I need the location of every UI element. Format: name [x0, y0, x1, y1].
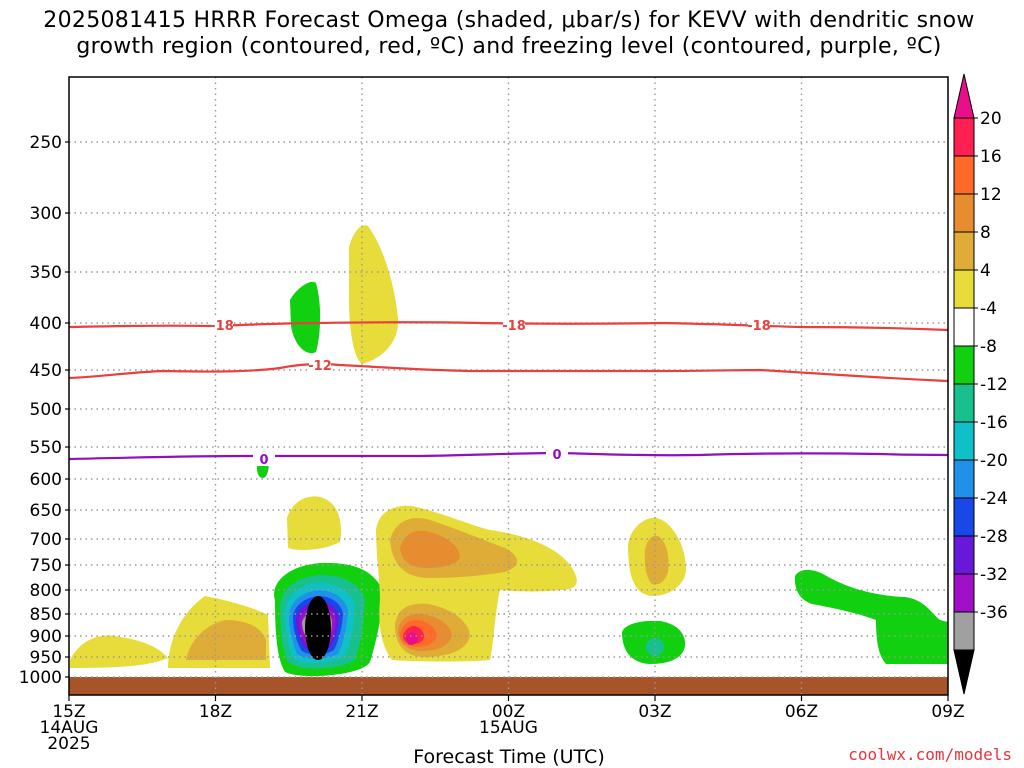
x-tick-label: 09Z	[931, 702, 964, 722]
omega-core	[305, 596, 331, 660]
colorbar-swatch	[953, 535, 975, 575]
colorbar-swatch	[953, 231, 975, 271]
y-tick-label: 750	[30, 556, 62, 576]
y-tick-label: 400	[30, 314, 62, 334]
colorbar-swatch	[953, 155, 975, 195]
y-tick-label: 250	[30, 133, 62, 153]
omega-region	[287, 496, 341, 550]
contour-label-neg18-b: -18	[502, 319, 526, 334]
ground-surface	[69, 677, 948, 695]
colorbar-swatch	[953, 269, 975, 309]
colorbar-swatch	[953, 193, 975, 233]
x-tick-label: 15AUG	[479, 718, 538, 738]
contour-label-neg18-b-bg	[503, 317, 525, 332]
chart-title: 2025081415 HRRR Forecast Omega (shaded, …	[0, 8, 1018, 60]
omega-region	[406, 632, 418, 645]
colorbar-swatch	[953, 497, 975, 537]
contour-label-0-a: 0	[259, 453, 268, 468]
contour-label-neg18-c-bg	[748, 317, 770, 332]
contour-label-0-a-bg	[253, 451, 275, 466]
grid-lines	[69, 77, 948, 695]
y-tick-label: 1000	[19, 668, 62, 688]
y-tick-label: 650	[30, 501, 62, 521]
y-tick-label: 850	[30, 605, 62, 625]
site-credit: coolwx.com/models	[848, 745, 1012, 764]
contour-neg12	[69, 362, 948, 383]
x-tick-label: 03Z	[638, 702, 671, 722]
y-tick-label: 900	[30, 627, 62, 647]
y-tick-label: 550	[30, 438, 62, 458]
title-line-1: 2025081415 HRRR Forecast Omega (shaded, …	[43, 8, 975, 33]
colorbar-swatch	[953, 307, 975, 347]
pressure-axis: 2503003504004505005506006507007508008509…	[19, 133, 69, 688]
x-tick-label: 15Z	[52, 702, 85, 722]
y-tick-label: 300	[30, 204, 62, 224]
omega-region	[794, 569, 948, 664]
omega-region	[400, 530, 460, 568]
x-tick-label: 06Z	[785, 702, 818, 722]
y-tick-label: 500	[30, 400, 62, 420]
colorbar-label: -20	[980, 451, 1008, 471]
y-tick-label: 700	[30, 530, 62, 550]
colorbar-label: -4	[980, 299, 997, 319]
omega-region	[290, 281, 321, 354]
x-tick-label: 18Z	[199, 702, 232, 722]
x-tick-label: 14AUG	[40, 718, 99, 738]
contour-0	[69, 451, 948, 461]
colorbar-label: 12	[980, 185, 1002, 205]
colorbar-top-arrow	[953, 73, 975, 119]
x-axis-title: Forecast Time (UTC)	[413, 746, 605, 768]
colorbar-swatch	[953, 421, 975, 461]
colorbar-swatch	[953, 345, 975, 385]
colorbar-swatch	[953, 117, 975, 157]
contour-label-0-b: 0	[552, 448, 561, 463]
y-tick-label: 450	[30, 361, 62, 381]
colorbar-label: -8	[980, 337, 997, 357]
omega-region	[186, 620, 266, 660]
colorbar-swatch	[953, 459, 975, 499]
contour-label-neg18-a: -18	[210, 319, 234, 334]
omega-region	[349, 225, 399, 364]
contour-label-0-b-bg	[546, 446, 568, 461]
contour-neg18	[69, 321, 948, 332]
colorbar-label: -24	[980, 489, 1008, 509]
colorbar-bottom-arrow	[953, 649, 975, 695]
x-tick-label: 21Z	[345, 702, 378, 722]
colorbar-label: 16	[980, 147, 1002, 167]
colorbar-swatch	[953, 383, 975, 423]
colorbar-label: 20	[980, 109, 1002, 129]
omega-region	[644, 535, 669, 585]
colorbar-swatch	[953, 573, 975, 613]
y-tick-label: 800	[30, 581, 62, 601]
omega-region	[70, 635, 168, 668]
colorbar-label: -32	[980, 565, 1008, 585]
colorbar-label: -28	[980, 527, 1008, 547]
colorbar-label: -36	[980, 603, 1008, 623]
omega-colorbar: 20 16 12 8 4 -4 -8 -12 -16 -20 -24 -28 -32 -36	[953, 73, 1008, 695]
contour-label-neg18-c: -18	[747, 319, 771, 334]
omega-region	[646, 638, 664, 656]
omega-shading	[70, 225, 948, 677]
y-tick-label: 950	[30, 648, 62, 668]
colorbar-label: 8	[980, 223, 991, 243]
colorbar-label: -12	[980, 375, 1008, 395]
colorbar-swatch	[953, 611, 975, 651]
x-tick-label: 2025	[47, 734, 90, 754]
ground-layer	[69, 677, 948, 695]
y-tick-label: 350	[30, 263, 62, 283]
y-tick-label: 600	[30, 470, 62, 490]
contour-label-neg12: -12	[308, 359, 332, 374]
contour-label-neg18-a-bg	[211, 317, 233, 332]
contour-label-neg12-bg	[309, 357, 331, 372]
x-tick-label: 00Z	[492, 702, 525, 722]
colorbar-label: -16	[980, 413, 1008, 433]
colorbar-label: 4	[980, 261, 991, 281]
temperature-contours: -18 -18 -18 -12 0 0	[69, 317, 948, 468]
title-line-2: growth region (contoured, red, ºC) and f…	[76, 34, 942, 59]
